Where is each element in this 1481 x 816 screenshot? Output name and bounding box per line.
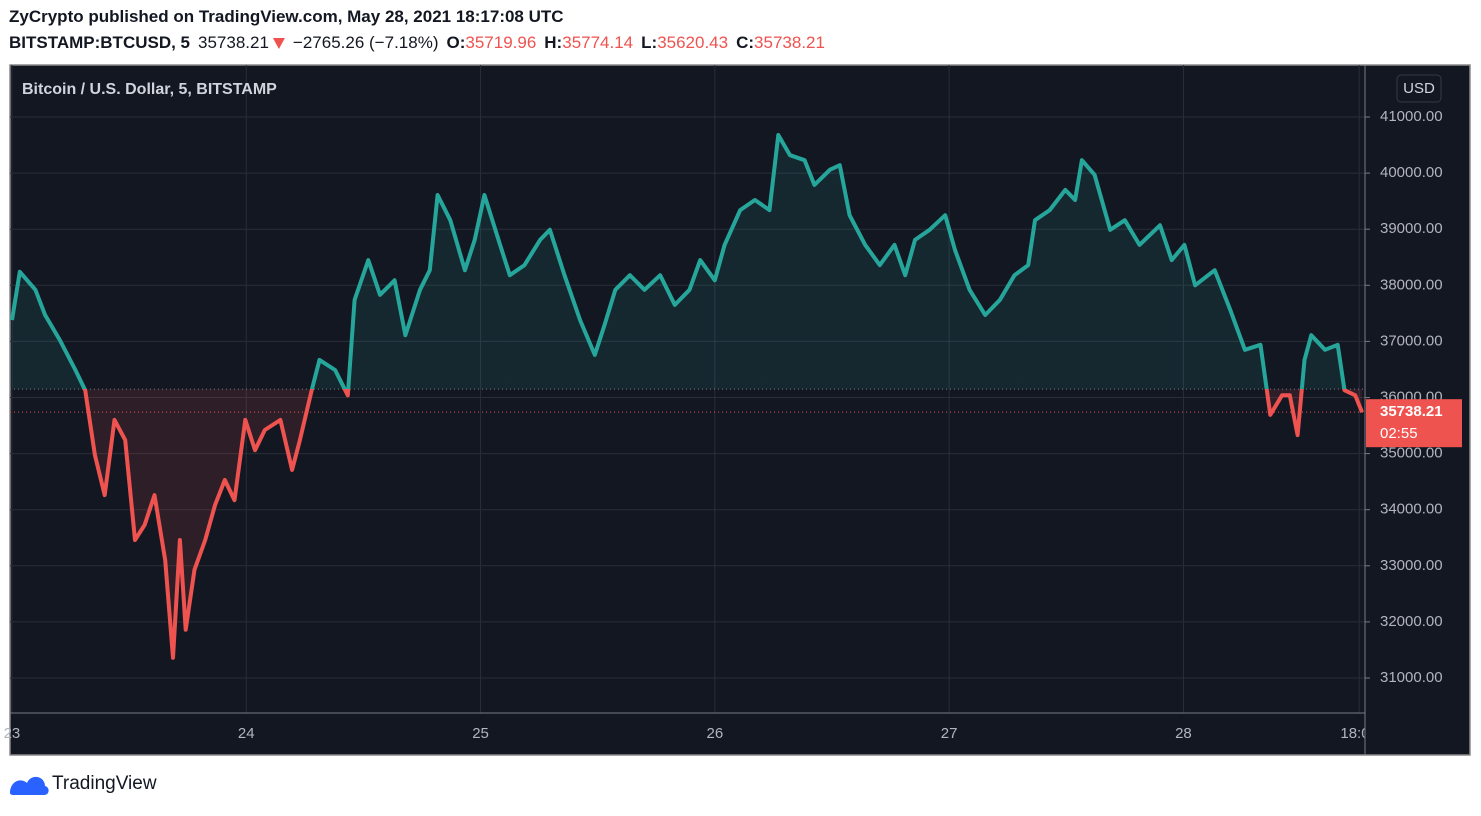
ohlc-label: C: — [736, 33, 754, 52]
change: −2765.26 (−7.18%) — [293, 33, 439, 52]
ohlc-label: H: — [544, 33, 562, 52]
y-tick-label: 31000.00 — [1380, 669, 1443, 686]
x-tick-label: 28 — [1175, 725, 1192, 742]
price-tag — [1366, 399, 1462, 448]
chart-legend: Bitcoin / U.S. Dollar, 5, BITSTAMP — [22, 81, 277, 98]
last-price: 35738.21 — [198, 33, 269, 52]
ohlc-value: 35719.96 — [465, 33, 536, 52]
price-tag-countdown: 02:55 — [1380, 425, 1418, 442]
price-line — [10, 133, 1364, 660]
x-tick-label: 25 — [472, 725, 489, 742]
baseline-area — [11, 135, 1363, 658]
ohlc-value: 35738.21 — [754, 33, 825, 52]
currency-box[interactable] — [1396, 74, 1442, 103]
x-tick-label: 23 — [4, 725, 21, 742]
y-tick-label: 37000.00 — [1380, 332, 1443, 349]
y-tick-label: 32000.00 — [1380, 613, 1443, 630]
publisher: ZyCrypto published on TradingView.com, M… — [9, 7, 564, 26]
y-tick-label: 34000.00 — [1380, 501, 1443, 518]
ohlc-value: 35774.14 — [562, 33, 633, 52]
ohlc-label: O: — [446, 33, 465, 52]
brand: TradingView — [52, 773, 157, 794]
y-tick-label: 38000.00 — [1380, 276, 1443, 293]
currency: USD — [1403, 80, 1435, 97]
symbol: BITSTAMP:BTCUSD, 5 — [9, 33, 190, 52]
y-tick-label: 39000.00 — [1380, 220, 1443, 237]
x-tick-label: 26 — [706, 725, 723, 742]
publisher-line: ZyCrypto published on TradingView.com, M… — [9, 7, 564, 26]
x-tick-label: 24 — [238, 725, 255, 742]
brand-logo — [10, 776, 49, 795]
y-tick-label: 41000.00 — [1380, 108, 1443, 125]
ohlc-label: L: — [641, 33, 657, 52]
symbol-line: BITSTAMP:BTCUSD, 5 35738.21 −2765.26 (−7.1… — [9, 33, 825, 52]
change-arrow — [272, 38, 285, 49]
ohlc-value: 35620.43 — [657, 33, 728, 52]
y-tick-label: 40000.00 — [1380, 164, 1443, 181]
y-tick-label: 33000.00 — [1380, 557, 1443, 574]
x-tick-label: 27 — [941, 725, 958, 742]
y-tick-label: 35000.00 — [1380, 445, 1443, 462]
price-tag-value: 35738.21 — [1380, 403, 1443, 420]
